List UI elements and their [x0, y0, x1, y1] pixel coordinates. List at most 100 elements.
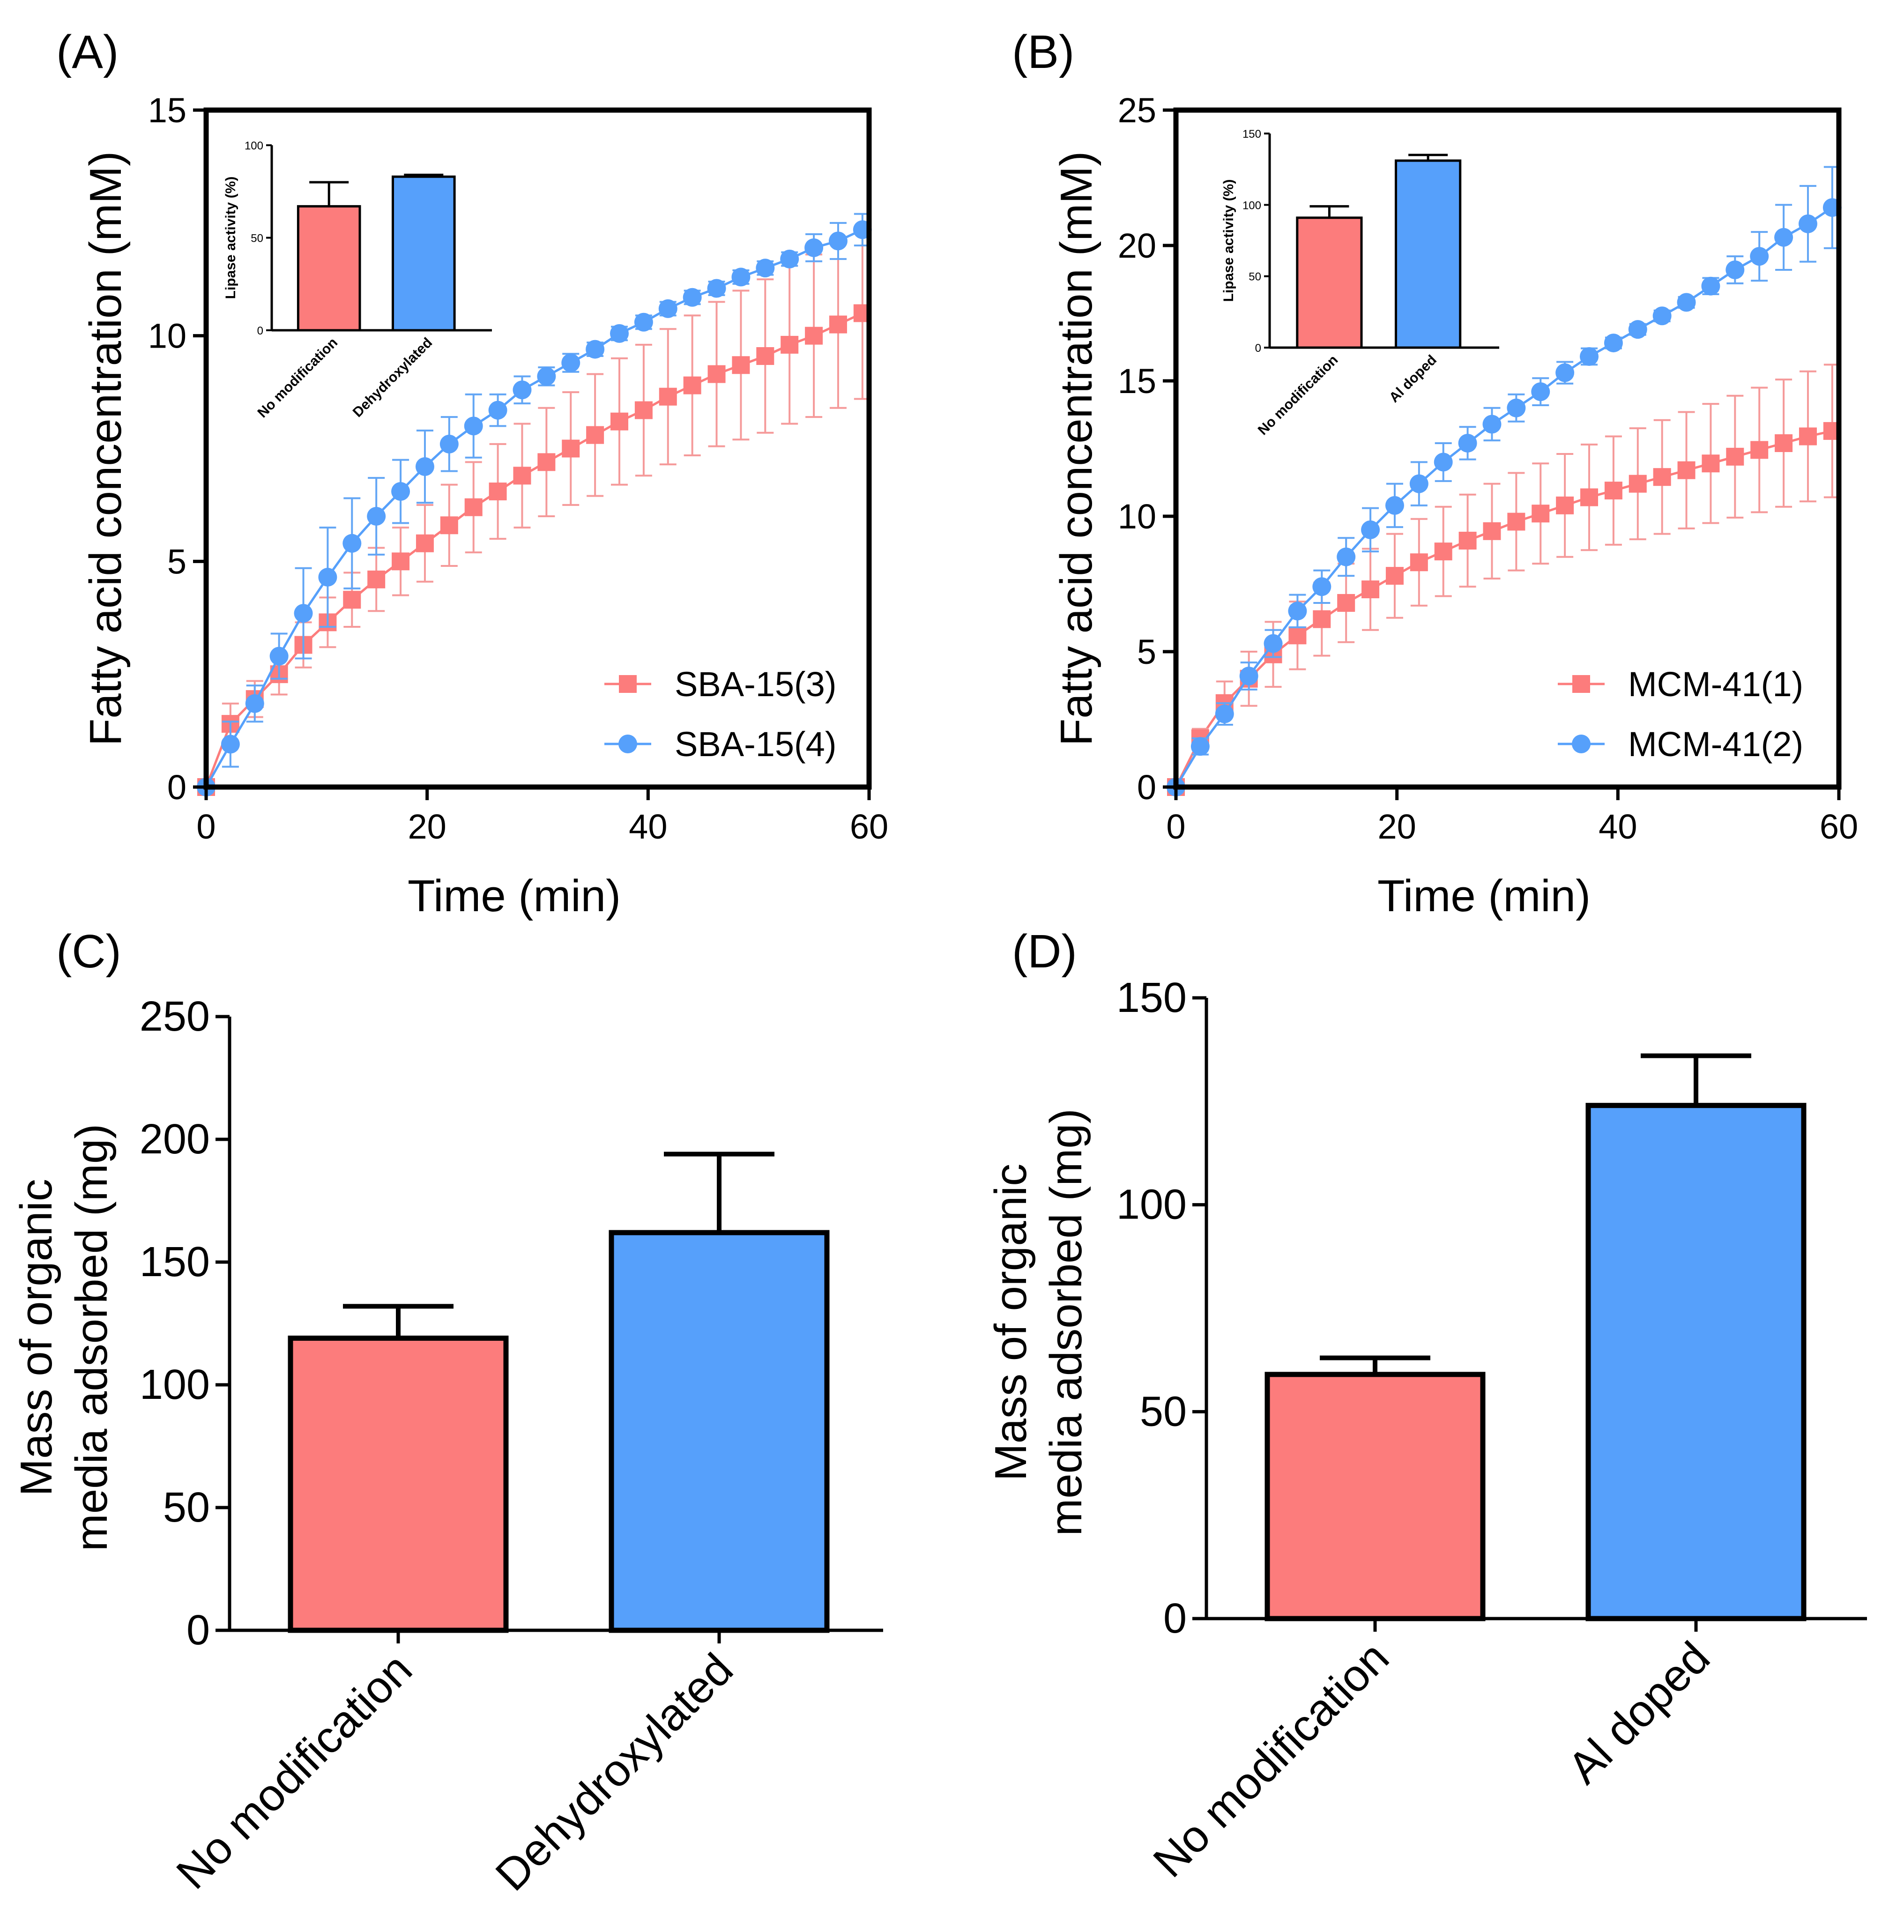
y-tick-label: 25	[1118, 91, 1156, 130]
data-point	[1652, 306, 1672, 326]
data-point	[1190, 737, 1210, 756]
legend-marker	[618, 735, 637, 753]
data-point	[392, 552, 410, 571]
inset-category-label: No modification	[1255, 352, 1341, 438]
data-point	[1532, 505, 1550, 523]
y-tick-label: 150	[1116, 974, 1187, 1021]
inset-y-tick-label: 100	[1242, 199, 1261, 212]
legend-item: SBA-15(4)	[604, 725, 836, 764]
legend-item: MCM-41(1)	[1558, 665, 1803, 704]
data-point	[780, 249, 799, 268]
inset-y-tick-label: 50	[1249, 271, 1261, 283]
data-point	[1434, 453, 1453, 472]
data-point	[245, 694, 264, 713]
data-point	[829, 315, 847, 334]
x-tick-label: 20	[408, 807, 446, 846]
x-tick-label: 60	[1820, 807, 1858, 846]
data-point	[1507, 513, 1525, 531]
data-point	[318, 568, 337, 587]
data-point	[1653, 468, 1671, 486]
x-tick-label: 40	[1599, 807, 1637, 846]
data-point	[804, 238, 824, 257]
panel-label: (A)	[56, 26, 119, 78]
data-point	[586, 340, 605, 359]
plot-frame	[203, 107, 872, 790]
bar-al-doped	[1585, 1103, 1807, 1621]
y-tick-label: 0	[1137, 768, 1156, 807]
legend-marker	[1572, 675, 1590, 693]
data-point	[805, 327, 823, 345]
data-point	[367, 570, 386, 588]
y-tick-label: 0	[186, 1607, 210, 1654]
y-axis-title-line: Mass of organic	[986, 1164, 1036, 1481]
y-tick-label: 150	[140, 1239, 210, 1286]
y-tick-label: 200	[140, 1116, 210, 1163]
data-point	[1798, 214, 1817, 233]
data-point	[342, 534, 362, 553]
data-point	[391, 482, 410, 501]
y-tick-label: 0	[167, 768, 186, 807]
panel-c-bar-chart: (C) No modification Dehydroxylated 0 50 100 15…	[11, 925, 883, 1901]
y-tick-label: 0	[1163, 1595, 1187, 1642]
legend-label: MCM-41(1)	[1628, 665, 1803, 704]
x-tick-label: 0	[196, 807, 216, 846]
y-axis-title-line: media adsorbed (mg)	[1041, 1108, 1091, 1536]
inset-bar	[1395, 159, 1462, 349]
y-tick-label: 100	[140, 1361, 210, 1408]
plot-frame	[1173, 107, 1842, 790]
legend-label: MCM-41(2)	[1628, 725, 1803, 764]
series-line	[205, 229, 863, 788]
data-point	[513, 380, 532, 400]
data-point	[1410, 553, 1428, 572]
data-point	[634, 401, 653, 419]
x-axis-title: Time (min)	[1377, 871, 1591, 921]
data-point	[440, 516, 458, 535]
data-point	[416, 534, 434, 552]
panel-label: (B)	[1012, 26, 1074, 78]
legend-label: SBA-15(3)	[675, 665, 836, 704]
y-axis-title: Fatty acid concentration (mM)	[81, 151, 131, 746]
data-point	[537, 367, 556, 386]
data-point	[1677, 461, 1696, 479]
y-axis-title-line: media adsorbed (mg)	[67, 1124, 117, 1551]
y-axis-title-line: Mass of organic	[11, 1179, 61, 1496]
y-tick-label: 10	[1118, 497, 1156, 536]
data-point	[1701, 276, 1720, 296]
data-point	[294, 604, 313, 623]
panel-d-bar-chart: (D) No modification Al doped 0 50 100 150 Mass …	[986, 925, 1867, 1887]
inset-category-label: Al doped	[1386, 352, 1440, 406]
inset-bar-chart: No modification Dehydroxylated 0 50 100 Lipas…	[223, 140, 492, 421]
data-point	[1264, 634, 1283, 653]
data-point	[464, 498, 483, 516]
data-point	[1580, 488, 1599, 506]
data-point	[1239, 667, 1258, 686]
data-point	[1312, 577, 1331, 596]
series-line	[1175, 430, 1833, 788]
data-point	[1702, 454, 1720, 473]
y-tick-label: 10	[148, 317, 186, 356]
data-point	[1482, 415, 1502, 434]
y-tick-label: 20	[1118, 226, 1156, 265]
panel-label: (C)	[56, 925, 121, 978]
y-tick-label: 15	[1118, 362, 1156, 401]
data-point	[1556, 496, 1574, 514]
bar-no-modification	[288, 1335, 509, 1633]
data-point	[1774, 228, 1793, 247]
panel-a-line-chart: (A) 0 5 10 15 0 20 40 60 Time (min) Fatty acid con…	[56, 26, 888, 921]
data-point	[683, 376, 701, 394]
data-point	[415, 457, 434, 476]
inset-y-tick-label: 0	[257, 325, 263, 337]
series-sba-15-4-	[197, 213, 872, 796]
x-tick-label: 0	[1166, 807, 1185, 846]
legend-item: MCM-41(2)	[1558, 725, 1803, 764]
data-point	[439, 434, 459, 453]
data-point	[1409, 474, 1428, 493]
y-axis-title: Fatty acid concentration (mM)	[1051, 151, 1101, 746]
y-tick-label: 15	[148, 91, 186, 130]
data-point	[1337, 547, 1356, 566]
data-point	[1313, 610, 1331, 628]
y-tick-label: 5	[167, 542, 186, 581]
data-point	[1604, 334, 1623, 353]
data-point	[537, 453, 556, 471]
